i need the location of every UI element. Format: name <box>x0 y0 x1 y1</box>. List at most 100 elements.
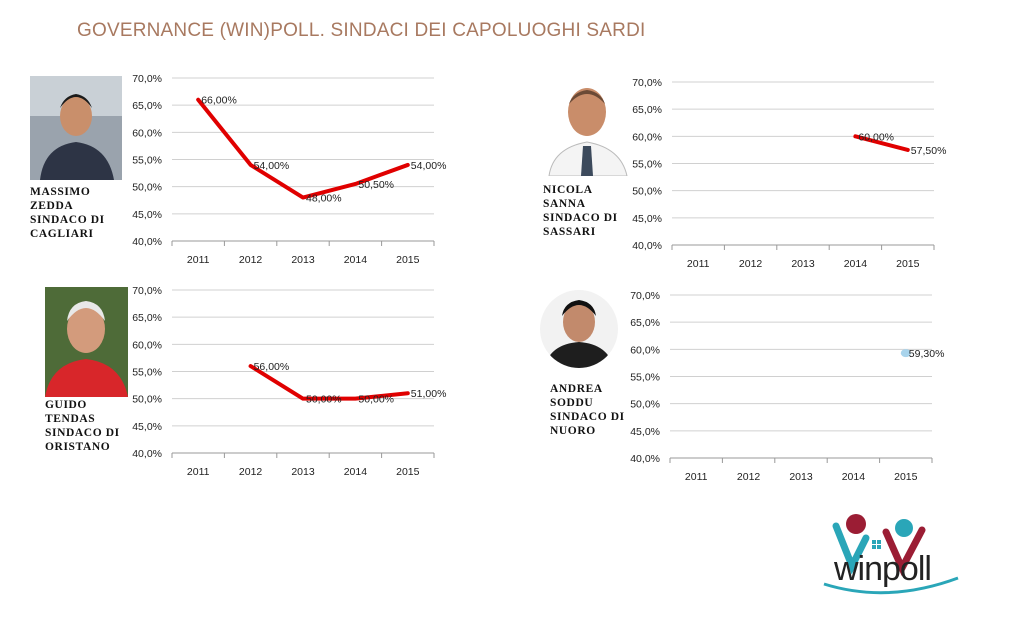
logo-graphic <box>823 514 959 595</box>
y-tick-label: 50,0% <box>132 394 162 406</box>
data-point <box>250 164 252 166</box>
x-tick-label: 2014 <box>844 258 868 270</box>
x-tick-label: 2012 <box>737 471 761 483</box>
x-tick-label: 2015 <box>396 466 420 478</box>
data-point <box>907 149 909 151</box>
y-tick-label: 65,0% <box>630 317 660 329</box>
data-point <box>250 365 252 367</box>
y-tick-label: 40,0% <box>630 453 660 465</box>
y-tick-label: 60,0% <box>632 131 662 143</box>
caption-line: SODDU <box>550 397 594 409</box>
y-tick-label: 70,0% <box>630 290 660 302</box>
mayor-caption-sassari: NICOLA SANNA SINDACO DI SASSARI <box>543 183 618 239</box>
y-tick-label: 50,0% <box>630 399 660 411</box>
mayor-caption-cagliari: MASSIMO ZEDDA SINDACO DI CAGLIARI <box>30 185 105 241</box>
portrait-image <box>540 290 618 368</box>
data-point <box>197 99 199 101</box>
data-label: 56,00% <box>254 361 290 373</box>
y-tick-label: 60,0% <box>132 339 162 351</box>
caption-line: TENDAS <box>45 413 96 425</box>
y-tick-label: 55,0% <box>630 372 660 384</box>
y-tick-label: 40,0% <box>132 236 162 248</box>
caption-line: SINDACO DI <box>30 214 105 226</box>
y-tick-label: 70,0% <box>132 73 162 85</box>
data-label: 50,00% <box>358 394 394 406</box>
data-label: 48,00% <box>306 193 342 205</box>
y-tick-label: 45,0% <box>132 421 162 433</box>
x-tick-label: 2012 <box>239 254 263 266</box>
portrait-image <box>45 287 128 397</box>
data-label: 54,00% <box>254 160 290 172</box>
y-tick-label: 70,0% <box>632 77 662 89</box>
data-point <box>302 398 304 400</box>
data-point <box>302 197 304 199</box>
caption-line: SINDACO DI <box>45 427 120 439</box>
y-tick-label: 50,0% <box>632 186 662 198</box>
y-tick-label: 45,0% <box>132 209 162 221</box>
data-point <box>407 392 409 394</box>
y-tick-label: 65,0% <box>132 100 162 112</box>
caption-line: GUIDO <box>45 399 87 411</box>
y-tick-label: 45,0% <box>630 426 660 438</box>
x-tick-label: 2013 <box>791 258 815 270</box>
x-tick-label: 2015 <box>396 254 420 266</box>
line-chart: 40,0% 45,0% 50,0% 55,0% 60,0% 65,0% 70,0% 2011 2… <box>132 73 446 266</box>
mayor-photo-oristano <box>45 287 128 397</box>
x-tick-label: 2011 <box>687 258 710 270</box>
data-point <box>407 164 409 166</box>
chart-cagliari: 40,0% 45,0% 50,0% 55,0% 60,0% 65,0% 70,0% 2011 2… <box>120 70 446 266</box>
data-point <box>354 183 356 185</box>
y-tick-label: 60,0% <box>630 344 660 356</box>
caption-line: ZEDDA <box>30 200 74 212</box>
data-label: 66,00% <box>201 95 237 107</box>
page-title: GOVERNANCE (WIN)POLL. SINDACI DEI CAPOLU… <box>77 20 646 41</box>
data-point <box>900 349 911 358</box>
caption-line: NUORO <box>550 425 596 437</box>
caption-line: SINDACO DI <box>543 212 618 224</box>
y-tick-label: 40,0% <box>132 448 162 460</box>
x-tick-label: 2011 <box>187 254 210 266</box>
caption-line: SANNA <box>543 198 586 210</box>
y-tick-label: 55,0% <box>132 155 162 167</box>
series-line <box>248 364 410 401</box>
x-tick-label: 2013 <box>789 471 813 483</box>
portrait-image <box>543 76 630 176</box>
mayor-photo-sassari <box>543 76 630 176</box>
line-chart: 40,0% 45,0% 50,0% 55,0% 60,0% 65,0% 70,0% 2011 2… <box>132 285 446 478</box>
y-tick-label: 55,0% <box>132 367 162 379</box>
data-label: 51,00% <box>411 388 447 400</box>
data-label: 50,50% <box>358 179 394 191</box>
caption-line: NICOLA <box>543 184 593 196</box>
x-tick-label: 2015 <box>894 471 918 483</box>
x-tick-label: 2012 <box>739 258 763 270</box>
mayor-caption-nuoro: ANDREA SODDU SINDACO DI NUORO <box>550 382 625 438</box>
mayor-photo-cagliari <box>30 76 122 180</box>
x-tick-label: 2015 <box>896 258 920 270</box>
x-tick-label: 2014 <box>842 471 866 483</box>
chart-sassari: 40,0% 45,0% 50,0% 55,0% 60,0% 65,0% 70,0% 2011 2… <box>620 74 946 270</box>
mayor-caption-oristano: GUIDO TENDAS SINDACO DI ORISTANO <box>45 398 120 454</box>
x-tick-label: 2014 <box>344 466 368 478</box>
logo-text: winpoll <box>834 550 932 588</box>
data-label: 59,30% <box>909 348 945 360</box>
caption-line: SINDACO DI <box>550 411 625 423</box>
x-tick-label: 2011 <box>187 466 210 478</box>
portrait-image <box>30 76 122 180</box>
data-label: 57,50% <box>911 145 947 157</box>
x-tick-label: 2011 <box>685 471 708 483</box>
y-tick-label: 55,0% <box>632 159 662 171</box>
y-tick-label: 45,0% <box>632 213 662 225</box>
data-point <box>854 135 856 137</box>
x-tick-label: 2013 <box>291 466 315 478</box>
winpoll-logo: winpoll <box>818 510 968 600</box>
data-label: 50,00% <box>306 394 342 406</box>
x-tick-label: 2014 <box>344 254 368 266</box>
line-chart: 40,0% 45,0% 50,0% 55,0% 60,0% 65,0% 70,0% 2011 2… <box>632 77 946 270</box>
chart-oristano: 40,0% 45,0% 50,0% 55,0% 60,0% 65,0% 70,0% 2011 2… <box>120 282 446 478</box>
data-label: 60,00% <box>858 131 894 143</box>
y-tick-label: 40,0% <box>632 240 662 252</box>
y-tick-label: 50,0% <box>132 182 162 194</box>
caption-line: CAGLIARI <box>30 228 94 240</box>
data-label: 54,00% <box>411 160 447 172</box>
series-line <box>853 134 910 152</box>
